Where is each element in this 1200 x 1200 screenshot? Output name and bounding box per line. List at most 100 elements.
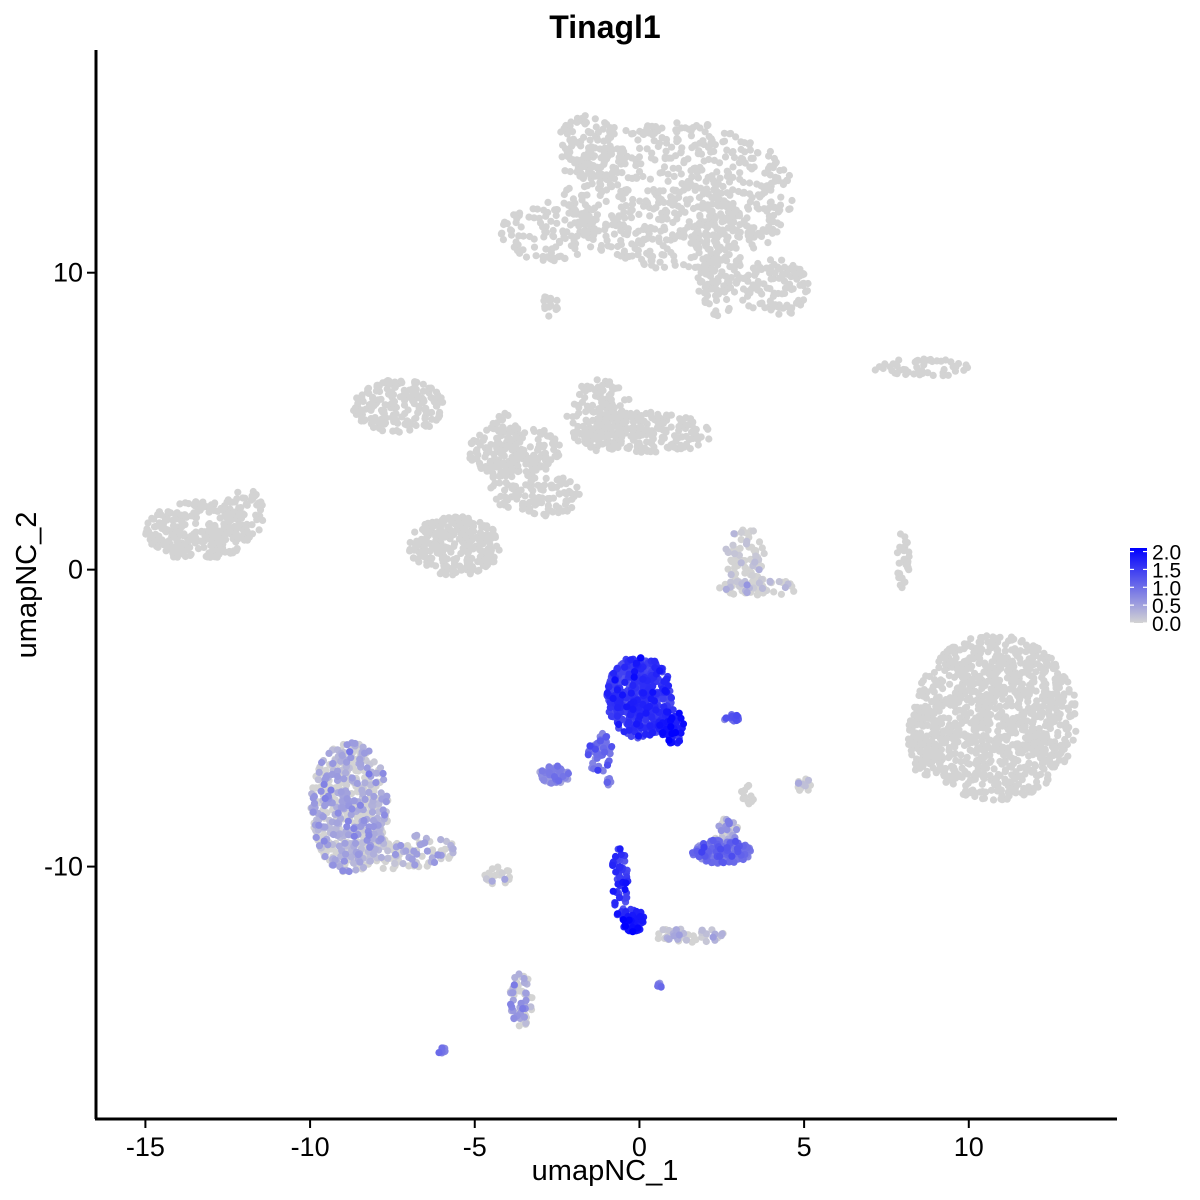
cell-point [579,422,587,430]
cell-point [532,466,540,474]
cell-point [208,552,216,560]
cell-point [466,557,474,565]
cell-point [919,762,927,771]
cell-point [610,166,618,174]
cell-point [198,538,206,546]
cell-point [702,242,710,250]
cell-point [490,450,498,458]
cell-point [370,823,378,831]
cell-point [1036,654,1044,662]
cell-point [420,542,428,550]
cell-point [402,847,410,855]
cell-point [749,264,758,272]
cell-point [940,727,949,735]
cell-point [634,227,643,235]
cell-point [1060,758,1069,766]
cell-point [1000,733,1008,741]
cell-point [522,481,530,489]
cell-point [542,474,550,482]
cell-point [358,406,366,414]
cell-point [477,464,485,472]
cell-point [565,184,573,192]
cell-point [879,364,887,373]
cell-point [777,590,786,598]
cell-point [738,788,746,796]
cell-point [319,813,327,821]
cell-point [580,386,588,394]
cell-point [179,547,187,555]
cell-point [144,527,153,535]
cell-point [711,310,719,319]
cell-point [573,118,581,126]
cell-point [688,173,696,181]
cell-point [921,771,929,779]
cell-point [1030,739,1039,747]
cell-point [181,499,189,507]
cell-point [699,137,707,145]
cell-point [412,421,420,430]
cell-point [648,122,656,130]
cell-point [741,148,749,156]
cell-point [991,704,1000,713]
cell-point [1033,645,1041,654]
cell-point [340,775,348,783]
cell-point [666,199,674,207]
cell-point [337,788,345,796]
cell-point [322,773,330,782]
cell-point [595,172,603,180]
cell-point [569,419,577,427]
cell-point [539,256,547,264]
cell-point [702,187,710,195]
cell-point [502,479,510,487]
cell-point [893,362,901,370]
cell-point [526,232,534,241]
cell-point [717,827,725,835]
cell-point [384,847,392,855]
cell-point [971,775,979,783]
cell-point [356,801,364,809]
cell-point [178,523,186,531]
cell-point [610,440,618,448]
cell-point [600,424,609,432]
cell-point [548,484,556,492]
cell-point [621,214,629,222]
cell-point [617,227,625,235]
cell-point [1009,760,1018,768]
cell-point [710,231,718,239]
cell-point [746,198,755,206]
cell-point [697,277,706,285]
cell-point [477,533,485,541]
cell-point [603,120,611,128]
cell-point [739,178,747,186]
cell-point [702,177,710,185]
cell-point [674,164,683,172]
cell-point [535,444,543,452]
cell-point [397,377,405,385]
cell-point [628,206,636,214]
cell-point [727,571,735,579]
cell-point [597,245,605,253]
cell-point [610,230,619,238]
cell-point [718,930,726,938]
cell-point [593,163,601,171]
cell-point [639,172,647,181]
cell-point [754,277,762,286]
cell-point [522,1019,530,1027]
cell-point [590,225,599,233]
cell-point [1011,728,1019,736]
cell-point [745,781,753,790]
cell-point [680,157,688,165]
cell-point [769,164,777,172]
cell-point [970,724,978,732]
cell-point [767,306,775,314]
cell-point [399,860,407,868]
cell-point [1042,779,1050,787]
cell-point [1069,736,1077,744]
cell-point [996,676,1004,684]
cell-point [924,721,932,730]
cell-point [704,221,712,229]
cell-point [965,656,973,665]
cell-point [658,251,666,259]
cell-point [714,258,722,267]
cell-point [580,133,588,141]
